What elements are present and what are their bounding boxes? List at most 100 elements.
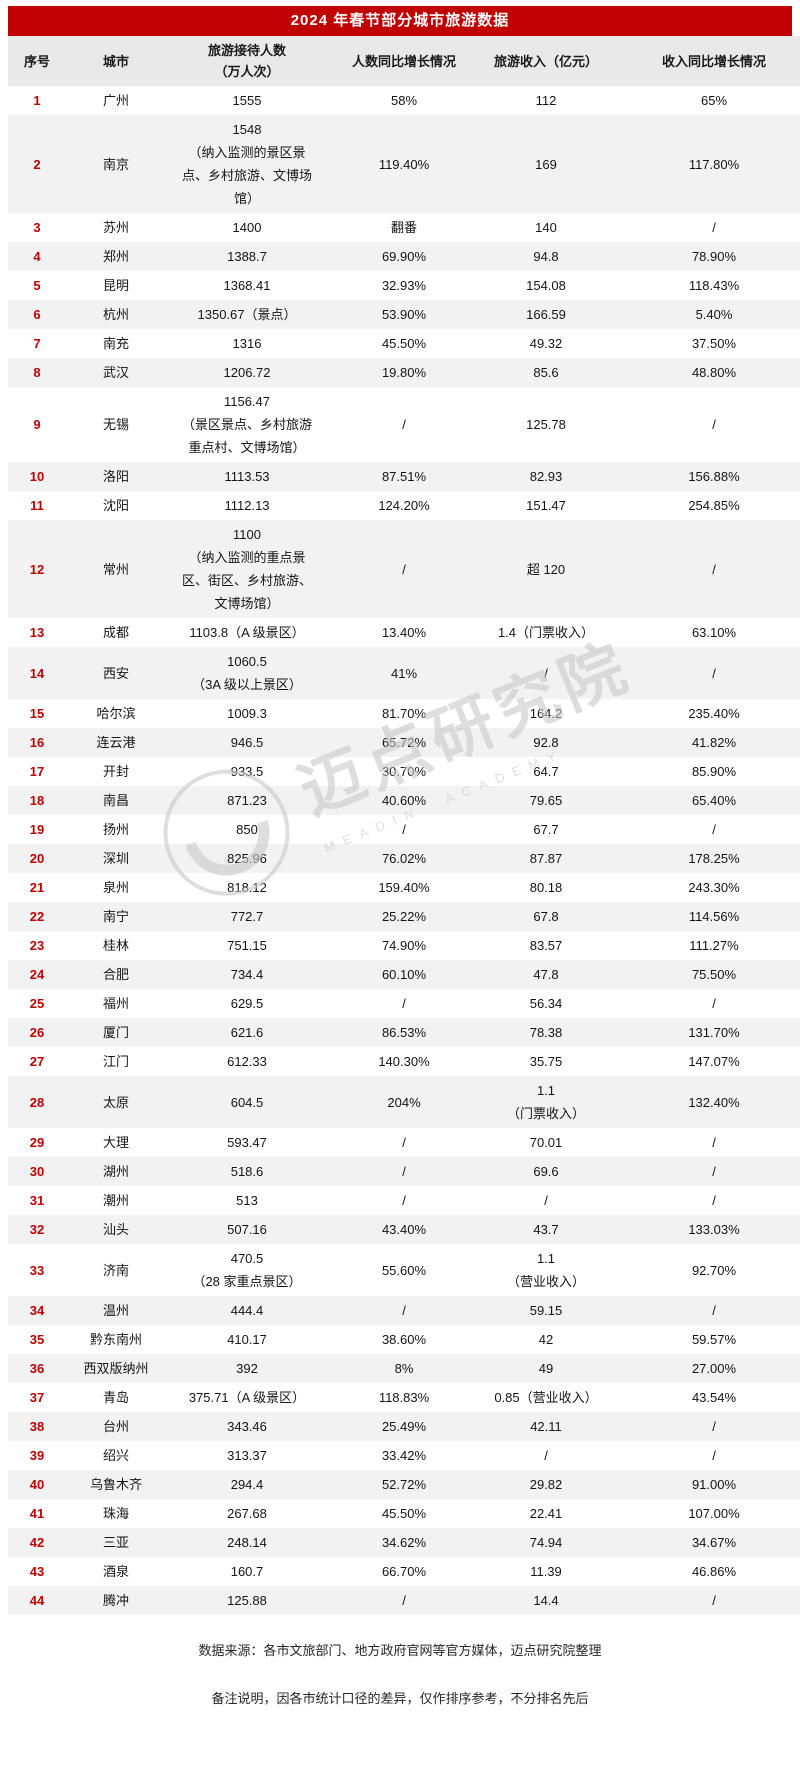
cell-city: 酒泉 [102,1564,129,1579]
cell-revenue_growth: / [712,1193,716,1208]
table-row: 30 湖州 518.6 / 69.6 / [8,1157,800,1186]
table-row: 28 太原 604.5 204% 1.1 （门票收入） 132.40% [8,1076,800,1128]
cell-visitor_growth: / [402,1164,406,1179]
cell-revenue: 47.8 [533,967,559,982]
table-row: 43 酒泉 160.7 66.70% 11.39 46.86% [8,1557,800,1586]
table-row: 34 温州 444.4 / 59.15 / [8,1296,800,1325]
cell-no: 33 [29,1262,45,1278]
cell-revenue: 169 [535,156,557,172]
cell-no: 15 [29,706,45,721]
cell-revenue_growth: 65% [700,93,728,108]
cell-visitors: 1400 [232,220,262,235]
cell-visitors: 1548 （纳入监测的景区景点、乡村旅游、文博场馆） [181,122,312,206]
column-header-revenue: 旅游收入（亿元） [480,36,612,86]
cell-revenue: 1.1 （营业收入） [506,1251,585,1289]
cell-visitor_growth: 52.72% [381,1477,427,1492]
cell-visitor_growth: 38.60% [381,1332,427,1347]
cell-visitors: 871.23 [227,793,267,808]
cell-no: 19 [29,822,45,837]
cell-visitor_growth: 76.02% [381,851,427,866]
cell-visitors: 248.14 [227,1535,267,1550]
table-row: 21 泉州 818.12 159.40% 80.18 243.30% [8,873,800,902]
cell-revenue_growth: 41.82% [691,735,737,750]
table-row: 17 开封 933.5 30.70% 64.7 85.90% [8,757,800,786]
cell-revenue_growth: 34.67% [691,1535,737,1550]
cell-revenue_growth: 37.50% [691,336,737,351]
column-header-revenue_growth: 收入同比增长情况 [612,36,800,86]
cell-no: 20 [29,851,45,866]
table-row: 2 南京 1548 （纳入监测的景区景点、乡村旅游、文博场馆） 119.40% 169 1… [8,115,800,213]
cell-visitor_growth: 8% [394,1361,414,1376]
table-row: 26 厦门 621.6 86.53% 78.38 131.70% [8,1018,800,1047]
cell-visitors: 825.96 [227,851,267,866]
table-row: 39 绍兴 313.37 33.42% / / [8,1441,800,1470]
cell-city: 成都 [102,625,129,640]
cell-no: 27 [29,1054,45,1069]
cell-city: 苏州 [102,220,129,235]
cell-revenue: 83.57 [529,938,563,953]
cell-city: 黔东南州 [89,1332,142,1347]
cell-no: 24 [29,967,45,982]
cell-no: 17 [29,764,45,779]
cell-visitors: 513 [236,1193,258,1208]
cell-revenue: 78.38 [529,1025,563,1040]
cell-city: 洛阳 [102,469,129,484]
cell-revenue_growth: / [712,1303,716,1318]
cell-no: 9 [33,417,41,432]
cell-city: 深圳 [102,851,129,866]
cell-visitors: 1103.8（A 级景区） [189,625,305,640]
cell-revenue_growth: 91.00% [691,1477,737,1492]
table-row: 41 珠海 267.68 45.50% 22.41 107.00% [8,1499,800,1528]
cell-revenue_growth: 131.70% [688,1025,740,1040]
cell-no: 22 [29,909,45,924]
table-row: 42 三亚 248.14 34.62% 74.94 34.67% [8,1528,800,1557]
table-row: 35 黔东南州 410.17 38.60% 42 59.57% [8,1325,800,1354]
cell-visitors: 612.33 [227,1054,267,1069]
cell-city: 温州 [102,1303,129,1318]
cell-revenue: / [544,1193,548,1208]
cell-revenue_growth: / [712,1135,716,1150]
cell-revenue: 0.85（营业收入） [494,1390,598,1405]
cell-city: 广州 [102,93,129,108]
cell-revenue_growth: 118.43% [688,278,740,293]
cell-visitor_growth: 33.42% [381,1448,427,1463]
cell-visitor_growth: 34.62% [381,1535,427,1550]
cell-revenue_growth: 85.90% [691,764,737,779]
cell-city: 湖州 [102,1164,129,1179]
cell-visitors: 1060.5 （3A 级以上景区） [192,654,302,692]
table-row: 24 合肥 734.4 60.10% 47.8 75.50% [8,960,800,989]
cell-visitor_growth: 41% [390,665,418,681]
cell-city: 杭州 [102,307,129,322]
cell-no: 30 [29,1164,45,1179]
cell-city: 福州 [102,996,129,1011]
table-row: 4 郑州 1388.7 69.90% 94.8 78.90% [8,242,800,271]
cell-revenue: 67.7 [533,822,559,837]
cell-city: 三亚 [102,1535,129,1550]
cell-city: 西安 [102,665,129,681]
cell-revenue: 82.93 [529,469,563,484]
cell-visitor_growth: 65.72% [381,735,427,750]
cell-city: 青岛 [102,1390,129,1405]
cell-revenue: 151.47 [526,498,566,513]
cell-visitors: 507.16 [227,1222,267,1237]
cell-revenue_growth: / [712,1593,716,1608]
cell-revenue: 49.32 [529,336,563,351]
cell-revenue: 74.94 [529,1535,563,1550]
cell-revenue_growth: 92.70% [691,1262,737,1278]
column-header-visitor_growth: 人数同比增长情况 [328,36,480,86]
table-row: 14 西安 1060.5 （3A 级以上景区） 41% / / [8,647,800,699]
cell-revenue: 80.18 [529,880,563,895]
cell-visitor_growth: 58% [390,93,418,108]
cell-visitor_growth: 40.60% [381,793,427,808]
cell-revenue_growth: 78.90% [691,249,737,264]
table-row: 16 连云港 946.5 65.72% 92.8 41.82% [8,728,800,757]
table-row: 7 南充 1316 45.50% 49.32 37.50% [8,329,800,358]
cell-city: 大理 [102,1135,129,1150]
cell-revenue: 140 [535,220,557,235]
cell-revenue_growth: 59.57% [691,1332,737,1347]
cell-no: 31 [29,1193,45,1208]
cell-visitor_growth: 45.50% [381,336,427,351]
remark-note: 备注说明，因各市统计口径的差异，仅作排序参考，不分排名先后 [211,1691,589,1706]
cell-city: 无锡 [102,417,129,432]
cell-revenue_growth: 178.25% [688,851,740,866]
